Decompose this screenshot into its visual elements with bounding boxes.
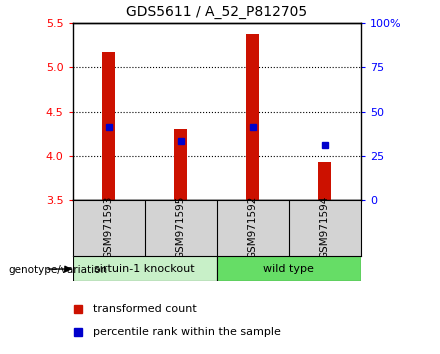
Text: transformed count: transformed count: [93, 304, 197, 314]
Title: GDS5611 / A_52_P812705: GDS5611 / A_52_P812705: [126, 5, 307, 19]
Text: wild type: wild type: [263, 263, 314, 274]
Text: genotype/variation: genotype/variation: [9, 265, 108, 275]
Bar: [318, 162, 331, 200]
Bar: [174, 129, 187, 200]
Bar: [102, 52, 115, 200]
Bar: [246, 34, 259, 200]
Text: percentile rank within the sample: percentile rank within the sample: [93, 327, 281, 337]
Text: sirtuin-1 knockout: sirtuin-1 knockout: [94, 263, 195, 274]
Bar: [217, 256, 361, 281]
Text: GSM971594: GSM971594: [320, 196, 330, 259]
Text: GSM971595: GSM971595: [176, 196, 186, 259]
Text: GSM971592: GSM971592: [248, 196, 258, 259]
Bar: [73, 256, 217, 281]
Text: GSM971593: GSM971593: [104, 196, 114, 259]
